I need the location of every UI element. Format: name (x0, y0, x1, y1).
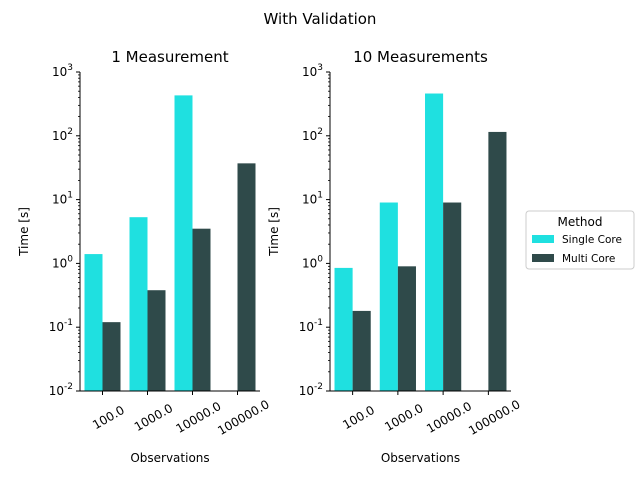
legend-swatch-single-core (532, 235, 554, 243)
subplot-title: 1 Measurement (111, 48, 228, 66)
bar-multi-core-100.0 (352, 310, 371, 391)
y-axis-label: Time [s] (17, 207, 31, 257)
x-tick-label: 1000.0 (382, 401, 425, 434)
y-tick-label: 10-2 (299, 382, 323, 398)
y-tick-label: 101 (52, 191, 73, 207)
y-tick-label: 100 (302, 254, 323, 270)
x-tick-label: 10000.0 (424, 399, 474, 436)
bar-multi-core-10000.0 (192, 228, 211, 391)
y-tick-label: 102 (302, 127, 323, 143)
x-tick-label: 100.0 (340, 403, 377, 432)
y-tick-label: 101 (302, 191, 323, 207)
x-axis-label: Observations (381, 451, 460, 465)
bar-single-core-1000.0 (129, 217, 148, 391)
legend-label-multi-core: Multi Core (562, 253, 615, 265)
bar-multi-core-1000.0 (397, 266, 416, 391)
legend-swatch-multi-core (532, 254, 554, 262)
bar-multi-core-100000.0 (237, 163, 256, 391)
y-tick-label: 10-1 (49, 318, 73, 334)
bar-multi-core-100000.0 (488, 131, 507, 391)
y-tick-label: 100 (52, 254, 73, 270)
y-tick-label: 102 (52, 127, 73, 143)
subplot-title: 10 Measurements (353, 48, 488, 66)
subplot-1: 10-2 10-1 100 101 102 103 100.0 1000.010000.010… (17, 48, 272, 465)
x-tick-label: 100.0 (90, 403, 127, 432)
x-axis-label: Observations (130, 451, 209, 465)
y-tick-label: 10-1 (299, 318, 323, 334)
y-tick-label: 103 (302, 63, 323, 79)
x-tick-label: 10000.0 (174, 399, 224, 436)
bar-single-core-10000.0 (425, 93, 444, 392)
y-axis-label: Time [s] (267, 207, 281, 257)
bar-single-core-10000.0 (174, 95, 193, 391)
bar-multi-core-100.0 (102, 322, 121, 391)
x-tick-label: 1000.0 (132, 401, 175, 434)
figure-title: With Validation (264, 10, 377, 28)
legend: Method Single Core Multi Core (525, 210, 635, 270)
x-tick-label: 100000.0 (466, 397, 523, 438)
y-tick-label: 10-2 (49, 382, 73, 398)
bar-multi-core-10000.0 (443, 202, 462, 391)
bar-multi-core-1000.0 (147, 290, 166, 391)
bar-single-core-1000.0 (379, 202, 398, 391)
x-tick-label: 100000.0 (215, 397, 272, 438)
bar-single-core-100.0 (334, 267, 353, 391)
bar-single-core-100.0 (84, 254, 103, 391)
legend-label-single-core: Single Core (562, 234, 622, 246)
y-tick-label: 103 (52, 63, 73, 79)
legend-title: Method (557, 215, 602, 229)
